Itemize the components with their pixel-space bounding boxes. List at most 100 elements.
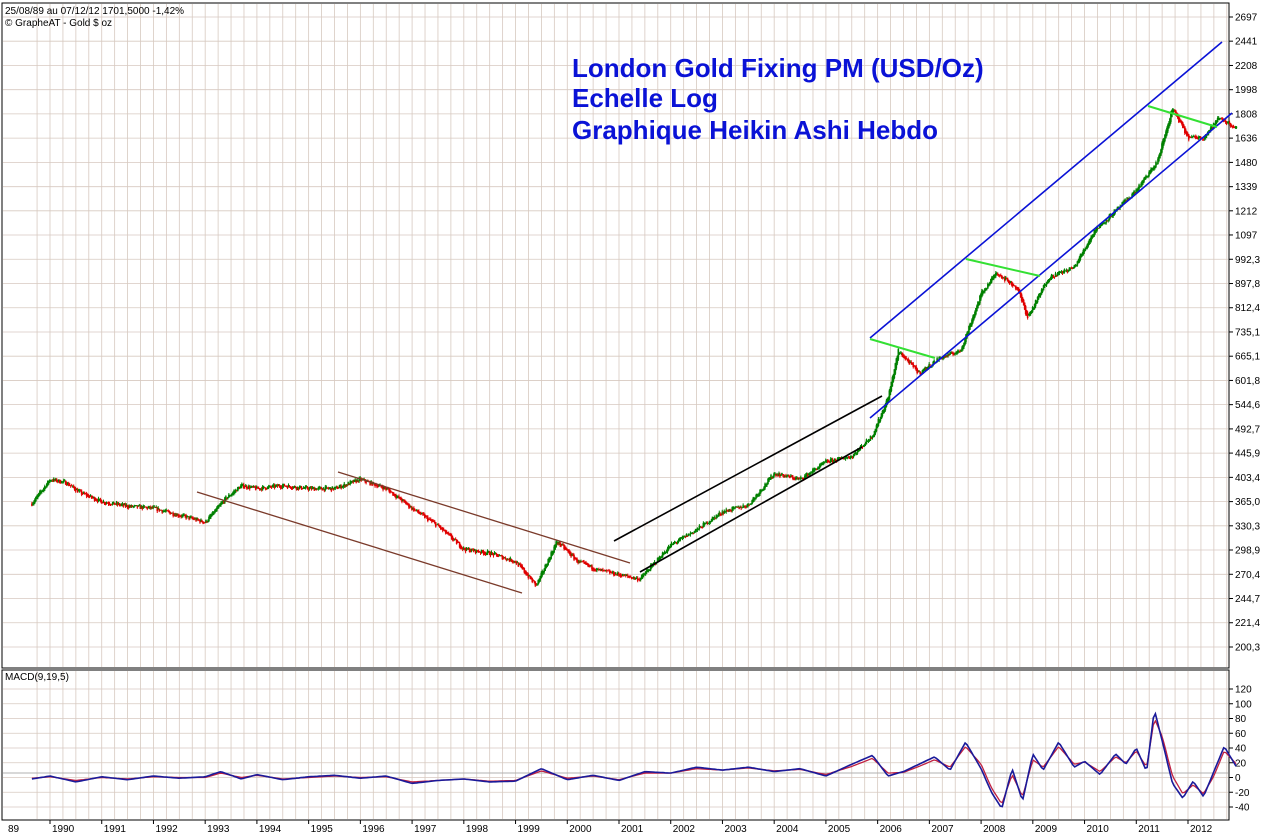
candle-body xyxy=(868,440,871,441)
candle-body xyxy=(643,574,646,576)
candle-body xyxy=(265,488,268,490)
candle-body xyxy=(759,489,761,495)
candle-body xyxy=(169,511,171,515)
candle-body xyxy=(822,462,825,464)
candle-body xyxy=(576,558,578,563)
candle-body xyxy=(964,339,966,345)
candle-body xyxy=(178,515,180,517)
candle-body xyxy=(751,500,753,504)
candle-body xyxy=(609,570,611,574)
candle-body xyxy=(1021,297,1024,303)
time-tick-label: 2004 xyxy=(776,824,799,835)
candle-body xyxy=(997,273,999,276)
candle-body xyxy=(542,571,544,574)
candle-body xyxy=(1055,275,1058,277)
candle-body xyxy=(1023,302,1026,310)
time-tick-label: 2011 xyxy=(1138,824,1160,835)
time-tick-label: 2010 xyxy=(1087,824,1110,835)
candle-body xyxy=(222,501,224,504)
candle-body xyxy=(146,507,149,509)
candle-body xyxy=(583,561,585,563)
candle-body xyxy=(1031,307,1034,312)
candle-body xyxy=(237,487,239,491)
macd-tick-label: 120 xyxy=(1235,685,1252,696)
candle-body xyxy=(956,351,958,354)
candle-body xyxy=(888,390,891,400)
candle-body xyxy=(604,570,606,571)
candle-body xyxy=(161,510,164,513)
candle-body xyxy=(1097,228,1100,229)
candle-body xyxy=(682,536,685,538)
candle-body xyxy=(984,288,986,292)
candle-body xyxy=(1161,143,1163,153)
price-tick-label: 544,6 xyxy=(1235,400,1260,411)
candle-body xyxy=(567,549,569,552)
candle-body xyxy=(207,520,209,522)
candle-body xyxy=(514,561,517,563)
candle-body xyxy=(894,363,897,374)
candle-body xyxy=(1085,246,1088,250)
candle-body xyxy=(671,544,674,545)
candle-body xyxy=(405,501,407,505)
candle-body xyxy=(845,457,848,459)
candle-body xyxy=(963,342,965,348)
candle-body xyxy=(781,473,783,476)
candle-body xyxy=(548,557,550,563)
candle-body xyxy=(509,558,512,561)
candle-body xyxy=(924,367,926,370)
price-tick-label: 2697 xyxy=(1235,13,1258,24)
candle-body xyxy=(179,515,181,517)
candle-body xyxy=(1144,176,1146,180)
candle-body xyxy=(87,495,90,498)
candle-body xyxy=(248,486,251,489)
candle-body xyxy=(134,505,137,507)
candle-body xyxy=(180,516,182,517)
candle-body xyxy=(505,558,508,561)
candle-body xyxy=(82,492,85,494)
candle-body xyxy=(246,487,249,489)
candle-body xyxy=(466,548,469,550)
candle-body xyxy=(1015,287,1018,289)
candle-body xyxy=(771,477,773,478)
candle-body xyxy=(394,494,396,497)
candle-body xyxy=(579,561,581,563)
candle-body xyxy=(337,487,340,489)
candle-body xyxy=(571,554,573,556)
price-tick-label: 221,4 xyxy=(1235,618,1260,629)
candle-body xyxy=(617,572,619,575)
candle-body xyxy=(1182,122,1184,128)
candle-body xyxy=(116,503,119,505)
candle-body xyxy=(1078,257,1081,263)
candle-body xyxy=(204,522,206,524)
candle-body xyxy=(500,555,503,557)
candle-body xyxy=(199,519,201,523)
candle-body xyxy=(157,508,160,510)
candle-body xyxy=(1203,137,1206,139)
candle-body xyxy=(389,489,391,494)
candle-body xyxy=(1003,277,1006,281)
candle-body xyxy=(687,533,690,537)
candle-body xyxy=(855,453,858,455)
candle-body xyxy=(424,514,426,519)
candle-body xyxy=(997,274,1000,276)
candle-body xyxy=(1198,136,1201,138)
candle-body xyxy=(578,560,580,562)
candle-body xyxy=(1051,274,1054,277)
candle-body xyxy=(1002,277,1005,279)
candle-body xyxy=(1143,178,1145,182)
candle-body xyxy=(1102,222,1105,225)
price-tick-label: 1097 xyxy=(1235,230,1258,241)
candle-body xyxy=(1195,137,1198,139)
candle-body xyxy=(387,488,389,490)
candle-body xyxy=(239,485,242,489)
price-tick-label: 601,8 xyxy=(1235,376,1260,387)
candle-body xyxy=(1121,202,1123,207)
candle-body xyxy=(693,531,696,533)
macd-tick-label: 80 xyxy=(1235,714,1247,725)
candle-body xyxy=(981,290,983,297)
candle-body xyxy=(1111,215,1113,217)
candle-body xyxy=(998,275,1001,276)
candle-body xyxy=(1160,149,1162,156)
candle-body xyxy=(989,282,991,286)
candle-body xyxy=(365,480,367,483)
